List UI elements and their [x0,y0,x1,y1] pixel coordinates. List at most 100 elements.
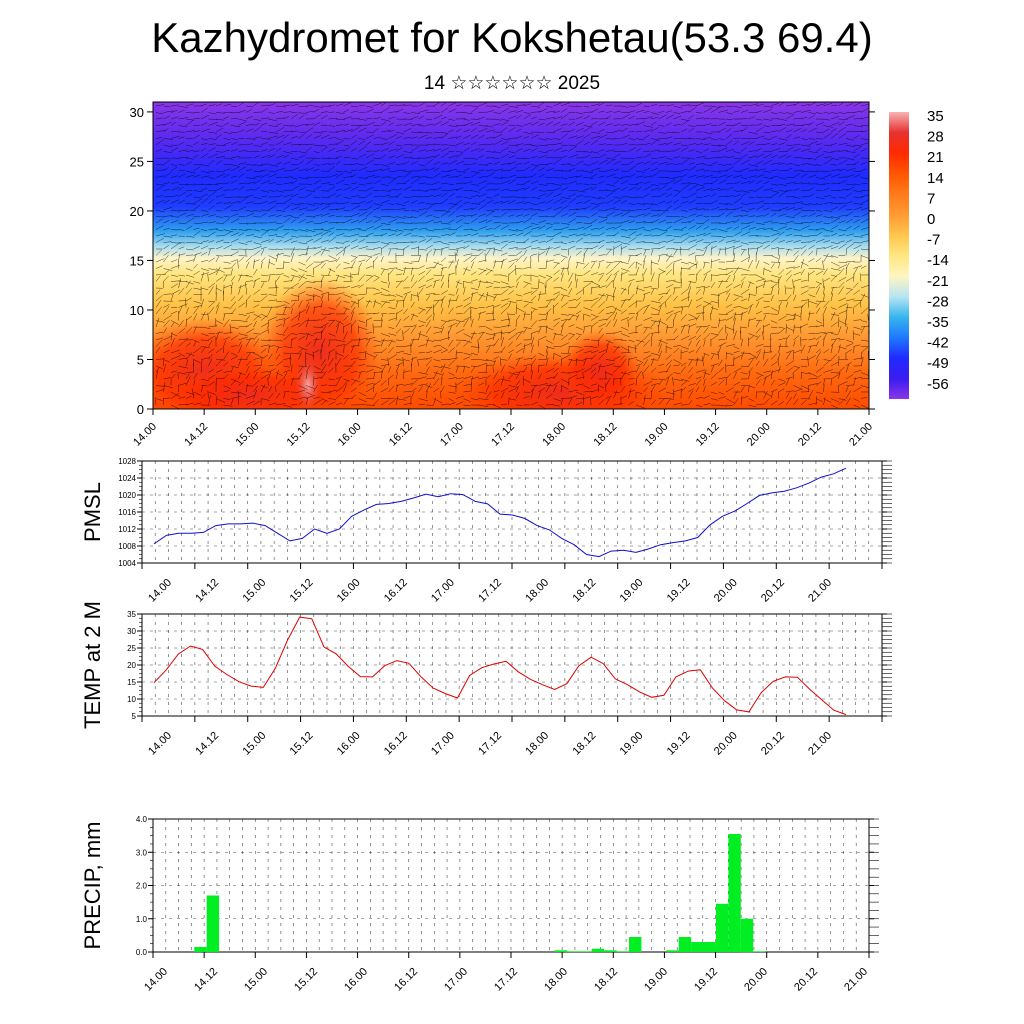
wind-barb [778,127,787,133]
wind-barb [478,362,488,367]
wind-barb [785,227,793,230]
wind-barb [740,288,750,295]
wind-barb [163,171,172,178]
wind-barb [800,144,811,147]
wind-barb [380,242,390,245]
wind-barb [665,283,674,289]
wind-barb [823,187,830,191]
wind-barb [643,175,652,178]
wind-barb [328,111,335,113]
wind-barb [628,248,636,251]
wind-barb [320,231,329,237]
wind-barb [800,261,809,267]
wind-barb [268,221,277,224]
wind-barb [350,182,358,185]
wind-barb [560,257,566,263]
wind-barb [200,313,208,316]
wind-barb [793,271,802,276]
wind-barb [350,118,360,120]
wind-barb [298,273,305,282]
wind-barb [583,326,585,334]
wind-barb [590,203,599,205]
wind-barb [845,103,854,107]
wind-barb [380,199,390,204]
wind-barb [402,330,404,341]
wind-barb [410,301,415,308]
wind-barb [358,239,366,243]
wind-barb [245,109,253,113]
wind-barb [260,344,270,347]
wind-barb [808,212,816,217]
wind-barb [830,307,837,310]
wind-barb [298,151,308,154]
wind-barb [688,149,695,152]
wind-barb [665,398,672,406]
wind-barb [845,384,855,386]
wind-barb [328,208,338,211]
wind-barb [373,277,380,282]
wind-barb [418,149,427,152]
wind-barb [395,229,404,232]
wind-barb [868,177,869,178]
wind-barb [320,391,331,394]
wind-barb [665,279,676,282]
wind-barb [733,252,736,263]
wind-barb [463,245,470,250]
wind-barb [673,191,681,198]
wind-barb [830,143,837,146]
wind-barb [515,183,525,185]
wind-barb [538,373,543,380]
wind-barb [335,275,339,282]
wind-barb [418,103,425,107]
wind-barb [440,233,450,237]
wind-barb [463,398,471,403]
wind-barb [710,259,712,269]
wind-barb [553,332,556,341]
wind-barb [478,180,488,185]
wind-barb [763,267,765,276]
wind-barb [433,279,440,282]
wind-barb [418,175,427,178]
wind-barb [560,342,570,347]
wind-barb [290,268,298,272]
wind-barb [643,249,647,256]
wind-barb [823,125,833,128]
wind-barb [680,305,689,308]
wind-barb [380,333,391,337]
wind-barb [590,212,598,217]
wind-barb [515,176,526,178]
wind-barb [733,122,742,126]
wind-barb [208,348,215,354]
wind-barb [440,182,448,185]
wind-barb [207,390,209,399]
wind-barb [493,161,501,165]
wind-barb [155,370,159,380]
wind-barb [680,120,689,126]
wind-barb [335,112,345,114]
wind-barb [253,175,262,178]
wind-barb [208,248,211,256]
wind-barb [365,368,374,373]
wind-barb [410,356,414,367]
wind-barb [710,150,720,152]
wind-barb [328,163,335,165]
wind-barb [185,371,194,373]
wind-barb [785,123,795,126]
wind-barb [748,352,757,358]
wind-barb [298,352,302,360]
wind-barb [275,360,284,367]
wind-barb [830,116,840,120]
wind-barb [403,391,412,393]
wind-barb [440,346,448,350]
wind-barb [425,269,432,276]
wind-barb [688,280,692,289]
wind-barb [853,376,863,380]
wind-barb [553,142,563,146]
wind-barb [260,122,268,126]
wind-barb [215,305,220,315]
wind-barb [170,234,178,237]
wind-barb [283,365,290,368]
wind-barb [305,352,315,357]
wind-barb [380,338,385,347]
wind-barb [860,284,869,289]
